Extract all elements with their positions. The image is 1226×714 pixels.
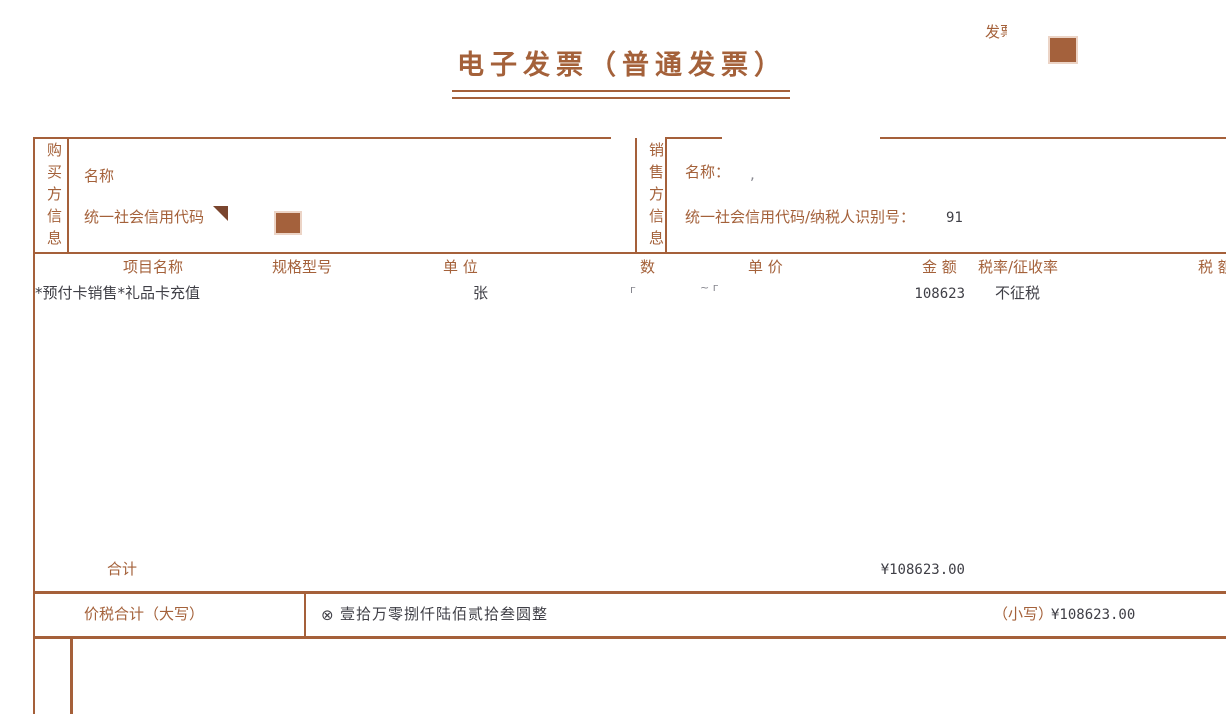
seller-name-label: 名称：: [685, 163, 731, 181]
col-header-unit-price: 单 价: [748, 258, 783, 276]
amount-in-figures-value: ¥108623.00: [1051, 607, 1136, 623]
amount-in-figures-label: （小写）: [993, 605, 1054, 623]
party-table-separator: [33, 252, 1226, 254]
col-header-tax-rate: 税率/征收率: [978, 258, 1059, 276]
border-top-seg3: [880, 137, 1226, 139]
row-unit-price-fragment: ~ г: [700, 281, 719, 294]
amount-in-words-value: 壹拾万零捌仟陆佰贰拾叁圆整: [340, 605, 549, 623]
seller-section-label: 销售方信息: [647, 142, 665, 252]
seller-tax-id-value: 91: [946, 210, 963, 226]
row-tax-rate: 不征税: [995, 284, 1041, 302]
remarks-label-cell: [36, 640, 70, 714]
border-left: [33, 137, 35, 714]
total-label: 合计: [107, 560, 138, 578]
seller-label-divider: [665, 138, 667, 254]
seller-name-value-fragment: ,: [750, 165, 755, 183]
redaction-square-buyer-code: [274, 211, 302, 235]
row-unit: 张: [473, 284, 489, 302]
amount-in-words-symbol: ⊗: [321, 606, 334, 624]
invoice-no-label-fragment: 发票: [985, 24, 1007, 41]
seller-box-left-border: [635, 138, 637, 254]
row-item-name: *预付卡销售*礼品卡充值: [35, 284, 201, 302]
border-top-seg1: [33, 137, 611, 139]
summary-label-divider: [304, 591, 306, 639]
amount-in-words-label: 价税合计（大写）: [84, 605, 205, 623]
col-header-unit: 单 位: [443, 258, 478, 276]
col-header-tax: 税 额: [1198, 258, 1226, 276]
seller-tax-id-label: 统一社会信用代码/纳税人识别号：: [685, 208, 916, 226]
buyer-section-label: 购买方信息: [45, 142, 63, 252]
total-row-separator: [33, 591, 1226, 594]
remarks-label-divider: [70, 639, 73, 714]
summary-row-separator: [33, 636, 1226, 639]
row-amount: 108623: [914, 286, 965, 302]
col-header-spec-model: 规格型号: [272, 258, 333, 276]
col-header-amount: 金 额: [922, 258, 957, 276]
buyer-label-divider: [67, 137, 69, 254]
title-underline-1: [452, 90, 790, 92]
title-underline-2: [452, 97, 790, 99]
redaction-triangle-buyer-code: [213, 206, 228, 221]
col-header-quantity: 数: [640, 258, 656, 276]
total-amount: ¥108623.00: [880, 562, 965, 578]
buyer-name-label: 名称: [84, 167, 115, 185]
invoice-title: 电子发票（普通发票）: [457, 50, 787, 81]
invoice-no-clipped-char: 票: [1000, 24, 1007, 37]
redaction-square-invoice-no: [1048, 36, 1078, 64]
border-top-seg2: [665, 137, 722, 139]
row-quantity-fragment: г: [630, 283, 636, 296]
buyer-tax-id-label: 统一社会信用代码: [84, 208, 205, 226]
col-header-item-name: 项目名称: [123, 258, 184, 276]
